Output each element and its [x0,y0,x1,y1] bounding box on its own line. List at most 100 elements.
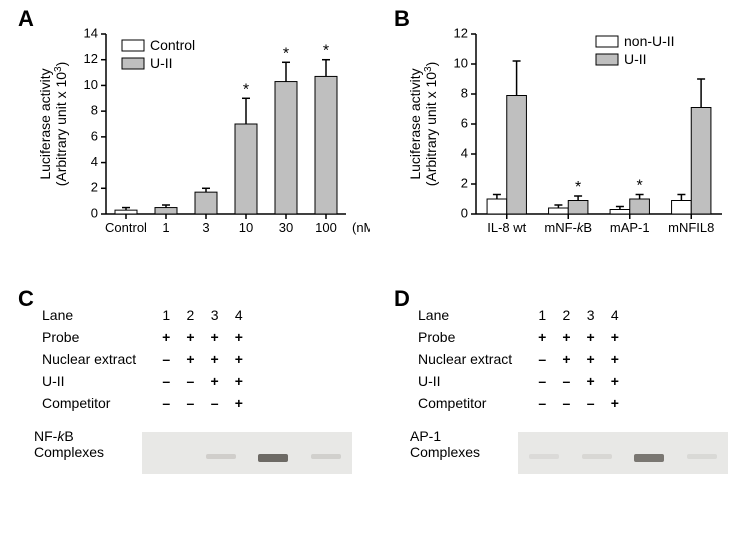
svg-text:IL-8 wt: IL-8 wt [487,220,526,235]
bar [115,210,137,214]
lane-num: 2 [554,304,578,326]
row-competitor: Competitor [410,392,530,414]
lane-num: 1 [530,304,554,326]
row-probe: Probe [410,326,530,348]
cell: + [227,370,251,392]
svg-text:U-II: U-II [150,55,173,71]
cell: + [203,326,227,348]
bar-non [487,199,507,214]
cell: + [203,348,227,370]
lane-num: 4 [603,304,627,326]
panel-c-label: C [18,286,34,312]
svg-text:100: 100 [315,220,337,235]
gel-c-table: Lane1234Probe++++Nuclear extract–+++U-II… [34,304,251,414]
svg-text:mAP-1: mAP-1 [610,220,650,235]
cell: + [603,326,627,348]
svg-text:2: 2 [461,175,468,190]
gel-panel-d: Lane1234Probe++++Nuclear extract–+++U-II… [410,304,750,474]
svg-text:0: 0 [461,205,468,220]
gel-d-table: Lane1234Probe++++Nuclear extract–+++U-II… [410,304,627,414]
row-nuclear: Nuclear extract [410,348,530,370]
row-uii: U-II [410,370,530,392]
svg-text:12: 12 [454,25,468,40]
panel-a-label: A [18,6,34,32]
bar [235,124,257,214]
gel-band [258,454,288,462]
bar [155,208,177,214]
cell: – [154,348,178,370]
row-lane: Lane [34,304,154,326]
svg-text:Control: Control [150,37,195,53]
gel-band [206,454,236,459]
bar-uii [568,201,588,215]
lane-num: 3 [579,304,603,326]
row-probe: Probe [34,326,154,348]
svg-text:*: * [283,45,289,62]
svg-text:Control: Control [105,220,147,235]
svg-text:10: 10 [84,77,98,92]
gel-panel-c: Lane1234Probe++++Nuclear extract–+++U-II… [34,304,374,474]
cell: + [178,348,202,370]
bar-non [549,208,569,214]
cell: – [554,392,578,414]
gel-band [311,454,341,459]
svg-text:12: 12 [84,51,98,66]
cell: + [227,348,251,370]
cell: – [530,348,554,370]
cell: – [530,370,554,392]
svg-text:Luciferase activity(Arbitrary: Luciferase activity(Arbitrary unit x 103… [410,62,439,187]
lane-num: 1 [154,304,178,326]
lane-num: 3 [203,304,227,326]
svg-text:*: * [636,178,642,195]
row-uii: U-II [34,370,154,392]
bar [315,76,337,214]
cell: + [554,326,578,348]
cell: – [530,392,554,414]
cell: – [554,370,578,392]
svg-text:*: * [323,43,329,60]
svg-text:1: 1 [162,220,169,235]
svg-text:U-II: U-II [624,51,647,67]
bar [195,192,217,214]
cell: + [579,348,603,370]
gel-c-image [142,432,352,474]
panel-b-label: B [394,6,410,32]
svg-text:0: 0 [91,205,98,220]
gel-band [582,454,612,459]
svg-text:*: * [243,81,249,98]
svg-text:14: 14 [84,25,98,40]
gel-c-complex-label: NF-kB Complexes [34,428,134,460]
svg-text:Luciferase activity(Arbitrary: Luciferase activity(Arbitrary unit x 103… [40,62,69,187]
svg-text:2: 2 [91,180,98,195]
bar [275,82,297,214]
svg-text:(nM): (nM) [352,220,370,235]
cell: + [603,348,627,370]
panel-d-label: D [394,286,410,312]
cell: + [227,326,251,348]
bar-uii [691,108,711,215]
lane-num: 2 [178,304,202,326]
svg-text:6: 6 [91,128,98,143]
gel-d-complex-label: AP-1 Complexes [410,428,510,460]
svg-text:10: 10 [454,55,468,70]
cell: – [178,392,202,414]
cell: – [579,392,603,414]
svg-text:mNFIL8: mNFIL8 [668,220,714,235]
svg-text:3: 3 [202,220,209,235]
gel-band [687,454,717,459]
cell: + [603,370,627,392]
cell: – [154,392,178,414]
bar-uii [630,199,650,214]
bar-non [672,201,692,215]
svg-text:8: 8 [461,85,468,100]
row-lane: Lane [410,304,530,326]
svg-text:6: 6 [461,115,468,130]
cell: + [603,392,627,414]
svg-text:10: 10 [239,220,253,235]
gel-band [529,454,559,459]
gel-band [634,454,664,462]
row-competitor: Competitor [34,392,154,414]
cell: + [178,326,202,348]
chart-b: 024681012Luciferase activity(Arbitrary u… [410,14,740,274]
row-nuclear: Nuclear extract [34,348,154,370]
